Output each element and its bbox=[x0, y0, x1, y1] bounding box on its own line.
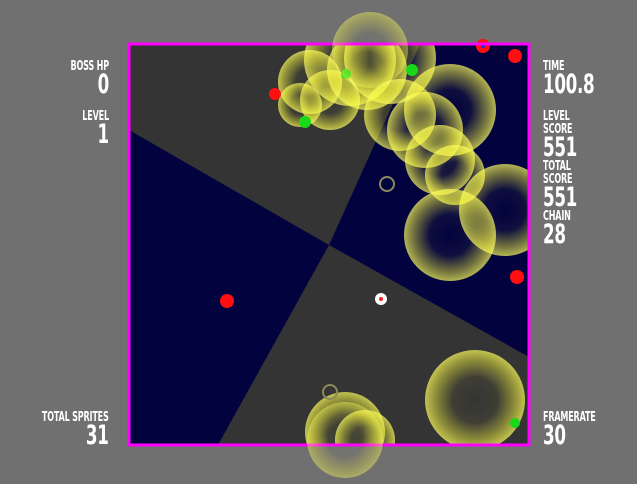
total-score-label: TOTAL SCORE bbox=[543, 159, 573, 187]
spawn-ring bbox=[379, 176, 395, 192]
enemy-red bbox=[510, 270, 524, 284]
enemy-red bbox=[220, 294, 234, 308]
hud-level: LEVEL 1 bbox=[82, 110, 109, 148]
boss-hp-label: BOSS HP bbox=[70, 59, 110, 74]
player-core bbox=[379, 297, 383, 301]
explosion bbox=[425, 350, 525, 445]
boss-hp-value: 0 bbox=[97, 69, 110, 100]
enemy-green bbox=[406, 64, 418, 76]
explosion bbox=[278, 83, 322, 127]
total-sprites-label: TOTAL SPRITES bbox=[42, 410, 109, 425]
total-sprites-value: 31 bbox=[86, 420, 109, 451]
level-score-label: LEVEL SCORE bbox=[543, 109, 573, 137]
enemy-green bbox=[510, 418, 520, 428]
framerate-value: 30 bbox=[543, 420, 566, 451]
enemy-red bbox=[508, 49, 522, 63]
explosion bbox=[307, 402, 383, 478]
enemy-red bbox=[269, 88, 281, 100]
framerate-label: FRAMERATE bbox=[543, 410, 596, 425]
hud-total-score: TOTAL SCORE 551 bbox=[543, 160, 601, 211]
chain-label: CHAIN bbox=[543, 209, 571, 224]
explosion bbox=[404, 189, 496, 281]
sector-left bbox=[129, 130, 329, 445]
hud-total-sprites: TOTAL SPRITES 31 bbox=[42, 411, 109, 449]
chain-value: 28 bbox=[543, 219, 566, 250]
hud-level-score: LEVEL SCORE 551 bbox=[543, 110, 601, 161]
hud-chain: CHAIN 28 bbox=[543, 210, 571, 248]
total-score-value: 551 bbox=[543, 182, 578, 213]
enemy-green bbox=[299, 116, 311, 128]
hud-boss-hp: BOSS HP 0 bbox=[70, 59, 110, 100]
time-label: TIME bbox=[543, 59, 565, 74]
level-label: LEVEL bbox=[82, 109, 109, 124]
explosion bbox=[332, 12, 408, 88]
time-value: 100.8 bbox=[543, 69, 595, 100]
hud-framerate: FRAMERATE 30 bbox=[543, 411, 596, 449]
level-value: 1 bbox=[97, 119, 110, 150]
hud-time: TIME 100.8 bbox=[543, 59, 595, 100]
explosion-overflow bbox=[307, 12, 408, 478]
level-score-value: 551 bbox=[543, 132, 578, 163]
spawn-ring bbox=[322, 384, 338, 400]
